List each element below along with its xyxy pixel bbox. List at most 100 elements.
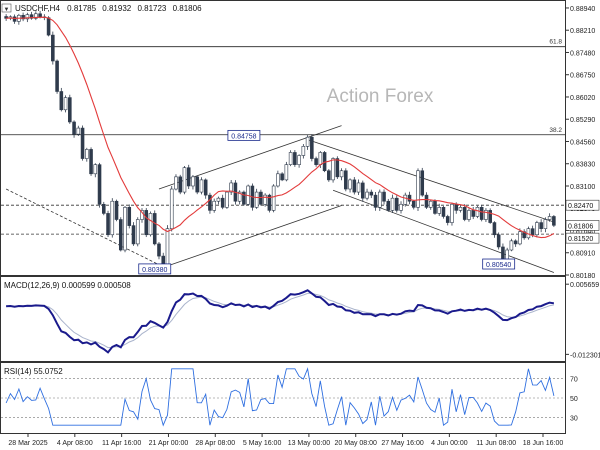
candle-body	[72, 121, 76, 135]
candle-body	[59, 91, 64, 111]
price-tick-label: 0.81640	[570, 228, 595, 235]
candle-body	[110, 200, 115, 236]
price-label: 0.81806	[568, 223, 593, 230]
macd-tick-label: -0.012301	[570, 352, 600, 359]
candle-body	[80, 127, 85, 159]
candle-body	[331, 158, 335, 181]
watermark: Action Forex	[327, 86, 434, 107]
high-value: 0.81932	[102, 4, 131, 13]
candle-body	[191, 176, 195, 187]
candle-body	[93, 164, 98, 175]
x-tick-label: 18 Jun 16:00	[523, 440, 564, 447]
annotation-text: 0.80540	[486, 262, 511, 269]
x-tick-label: 5 May 16:00	[243, 440, 282, 447]
candle-body	[335, 158, 340, 178]
candle-body	[475, 207, 480, 217]
candle-body	[106, 213, 110, 236]
candle-body	[318, 152, 323, 165]
candle-body	[237, 191, 242, 202]
candle-body	[101, 203, 106, 214]
x-tick-label: 11 Apr 16:00	[102, 440, 141, 447]
annotation-text: 0.84758	[231, 133, 256, 140]
candle-body	[552, 216, 556, 226]
candle-body	[127, 207, 132, 226]
trendline	[158, 205, 342, 270]
candle-body	[361, 182, 365, 199]
candle-body	[327, 170, 331, 181]
candle-body	[46, 17, 51, 36]
candle-body	[216, 197, 221, 202]
macd-line	[6, 289, 555, 354]
candle-body	[386, 200, 391, 211]
price-tick-label: 0.85290	[570, 117, 595, 124]
rsi-tick-label: 70	[570, 377, 578, 384]
candle-body	[488, 210, 492, 223]
candle-body	[479, 207, 484, 220]
candle-body	[242, 191, 246, 205]
candle-body	[85, 149, 89, 159]
price-axis-labels: 0.82470 0.81806 0.81520	[565, 199, 600, 244]
candle-body	[63, 97, 68, 111]
candle-body	[394, 197, 399, 211]
candle-body	[21, 14, 25, 20]
candle-body	[199, 179, 204, 193]
candle-body	[428, 200, 433, 208]
x-tick-label: 20 May 08:00	[335, 440, 378, 447]
candle-body	[445, 216, 450, 223]
candle-body	[118, 219, 123, 251]
candle-body	[310, 136, 314, 159]
price-annotation: 0.80380	[138, 263, 172, 275]
candle-body	[437, 207, 442, 214]
candle-body	[301, 146, 306, 156]
candle-body	[152, 213, 157, 245]
candle-body	[462, 207, 467, 220]
candle-body	[293, 152, 297, 165]
annotation-box	[227, 129, 261, 141]
rsi-title: RSI(14) 55.0752	[4, 367, 63, 376]
candle-body	[144, 210, 149, 236]
price-annotation: 0.84758	[227, 129, 261, 141]
candle-body	[267, 194, 272, 211]
candle-body	[34, 13, 38, 19]
rsi-line	[5, 367, 555, 427]
price-tick-label: 0.88210	[570, 28, 595, 35]
candle-body	[135, 219, 140, 245]
candle-body	[203, 179, 208, 196]
candle-body	[433, 200, 437, 214]
candle-body	[169, 188, 174, 229]
price-tick-label: 0.84560	[570, 139, 595, 146]
close-value: 0.81806	[173, 4, 202, 13]
price-label: 0.81520	[568, 236, 593, 243]
chevron-down-icon: ▼	[4, 7, 10, 13]
price-label-box	[565, 220, 600, 231]
candle-body	[365, 191, 369, 199]
candle-body	[454, 203, 459, 211]
price-tick-label: 0.83100	[570, 184, 595, 191]
price-levels: 61.8 38.2	[1, 39, 565, 235]
candle-body	[55, 60, 59, 92]
candle-body	[157, 243, 161, 257]
candle-body	[305, 136, 310, 147]
macd-y-axis: 0.005659 -0.012301	[565, 282, 600, 359]
x-tick-label: 13 May 00:00	[288, 440, 331, 447]
low-value: 0.81723	[137, 4, 166, 13]
x-tick-label: 21 Apr 00:00	[149, 440, 189, 447]
candle-body	[89, 149, 93, 175]
candle-body	[484, 210, 488, 220]
price-label: 0.82470	[568, 203, 593, 210]
macd-title: MACD(12,26,9) 0.000599 0.000508	[4, 281, 131, 290]
candle-body	[208, 194, 212, 211]
candle-body	[51, 34, 55, 62]
candle-body	[382, 191, 386, 202]
candle-body	[399, 203, 403, 211]
macd-tick-label: 0.005659	[570, 282, 599, 289]
toggle-button[interactable]: ▼	[1, 3, 12, 13]
price-label-box	[565, 199, 600, 211]
candle-body	[254, 191, 259, 208]
price-label-box	[565, 232, 600, 244]
candle-body	[165, 228, 170, 266]
candle-body	[424, 194, 429, 208]
x-tick-label: 11 Jun 08:00	[476, 440, 516, 447]
x-axis: 28 Mar 2025 4 Apr 08:00 11 Apr 16:00 21 Apr…	[8, 434, 563, 447]
